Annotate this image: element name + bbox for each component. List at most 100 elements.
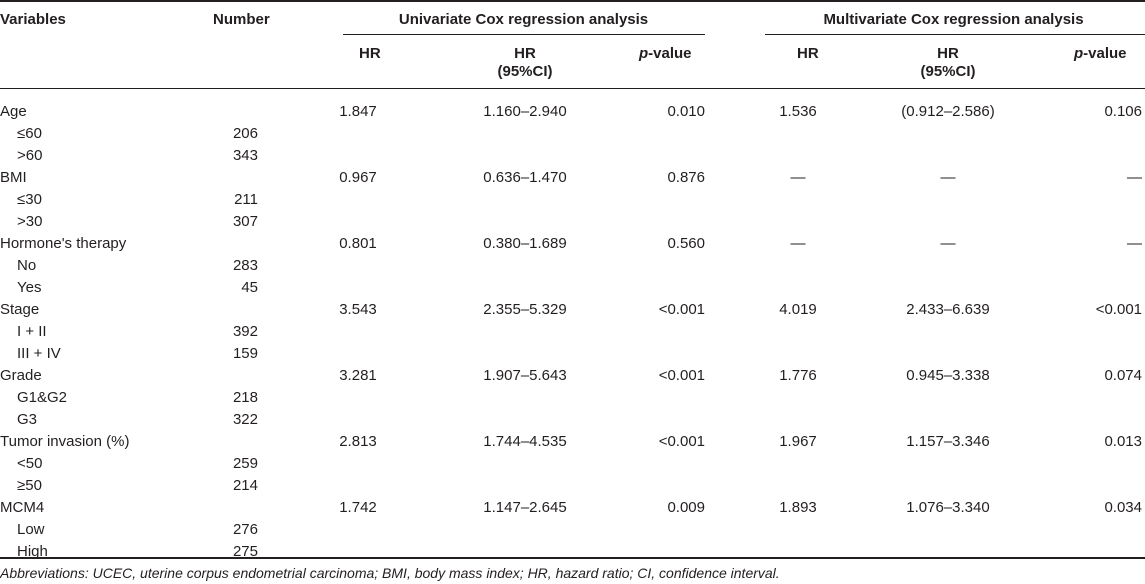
header-multi-hr: HR (797, 45, 819, 62)
cell-mp: 0.106 (1104, 103, 1142, 120)
cell-number: 283 (232, 257, 258, 274)
top-rule (0, 0, 1145, 2)
header-uni-pvalue: p-value (639, 45, 692, 63)
cell-mp: 0.034 (1104, 499, 1142, 516)
cell-label: I + II (17, 323, 47, 340)
cell-number: 214 (232, 477, 258, 494)
cell-up: 0.010 (667, 103, 705, 120)
cell-number: 159 (232, 345, 258, 362)
header-multi-p-rest: -value (1083, 45, 1127, 62)
cell-label: High (17, 543, 48, 560)
cell-up: <0.001 (658, 301, 705, 318)
cell-up: 0.876 (667, 169, 705, 186)
cell-uhr: 0.967 (339, 169, 377, 186)
cell-mhr: 1.776 (779, 367, 817, 384)
cell-mci: (0.912–2.586) (901, 103, 995, 120)
cell-mci: 0.945–3.338 (906, 367, 990, 384)
cell-label: Hormone's therapy (0, 235, 127, 252)
header-uni-p-rest: -value (648, 45, 692, 62)
cell-label: Tumor invasion (%) (0, 433, 130, 450)
cell-up: 0.009 (667, 499, 705, 516)
univariate-group-rule (343, 34, 705, 35)
cell-mhr: 1.967 (779, 433, 817, 450)
cell-uci: 1.907–5.643 (483, 367, 567, 384)
cell-label: ≤60 (17, 125, 42, 142)
cell-number: 307 (232, 213, 258, 230)
cell-label: BMI (0, 169, 27, 186)
header-multi-p-italic: p (1074, 45, 1084, 62)
cell-mp: — (1127, 169, 1142, 186)
cell-uci: 1.160–2.940 (483, 103, 567, 120)
multivariate-group-rule (765, 34, 1145, 35)
cell-uci: 1.147–2.645 (483, 499, 567, 516)
cell-number: 45 (241, 279, 258, 296)
cell-mci: 2.433–6.639 (906, 301, 990, 318)
header-number: Number (213, 11, 270, 28)
cell-mp: 0.013 (1104, 433, 1142, 450)
cell-mhr: 4.019 (779, 301, 817, 318)
cell-number: 218 (232, 389, 258, 406)
cell-label: MCM4 (0, 499, 45, 516)
cell-uhr: 0.801 (339, 235, 377, 252)
header-uni-hr: HR (359, 45, 381, 62)
cell-label: No (17, 257, 37, 274)
cell-mhr: 1.893 (779, 499, 817, 516)
table-footnote: Abbreviations: UCEC, uterine corpus endo… (0, 565, 780, 581)
cell-number: 211 (234, 191, 258, 208)
header-multi-pvalue: p-value (1074, 45, 1127, 63)
cell-uci: 2.355–5.329 (483, 301, 567, 318)
header-uni-p-italic: p (639, 45, 649, 62)
cell-uhr: 3.281 (339, 367, 377, 384)
header-multi-hr-ci-line1: HR (937, 45, 959, 62)
cell-mci: 1.157–3.346 (906, 433, 990, 450)
cell-mhr: — (790, 235, 806, 252)
cell-number: 206 (232, 125, 258, 142)
cell-uci: 0.380–1.689 (483, 235, 567, 252)
cell-label: Low (17, 521, 45, 538)
cell-label: Yes (17, 279, 42, 296)
cell-uhr: 1.847 (339, 103, 377, 120)
cell-label: Grade (0, 367, 42, 384)
cell-number: 392 (232, 323, 258, 340)
cell-uci: 1.744–4.535 (483, 433, 567, 450)
cell-mhr: — (790, 169, 806, 186)
header-uni-hr-ci-line1: HR (514, 45, 536, 62)
header-uni-hr-ci-line2: (95%CI) (497, 63, 553, 80)
cell-number: 322 (232, 411, 258, 428)
cell-number: 259 (232, 455, 258, 472)
header-univariate: Univariate Cox regression analysis (398, 11, 649, 28)
cell-label: <50 (17, 455, 43, 472)
cell-uhr: 1.742 (339, 499, 377, 516)
cell-up: <0.001 (658, 367, 705, 384)
header-rule (0, 88, 1145, 89)
header-multi-hr-ci-line2: (95%CI) (920, 63, 976, 80)
header-multivariate: Multivariate Cox regression analysis (823, 11, 1084, 28)
cell-label: III + IV (17, 345, 61, 362)
cell-number: 343 (232, 147, 258, 164)
cell-label: Age (0, 103, 27, 120)
cell-up: <0.001 (658, 433, 705, 450)
cell-number: 276 (232, 521, 258, 538)
cell-label: G3 (17, 411, 38, 428)
cell-label: ≤30 (17, 191, 42, 208)
header-variables: Variables (0, 11, 66, 28)
cell-label: >60 (17, 147, 43, 164)
cell-mp: — (1127, 235, 1142, 252)
cell-uhr: 3.543 (339, 301, 377, 318)
header-multi-hr-ci: HR (95%CI) (883, 45, 1013, 81)
cell-up: 0.560 (667, 235, 705, 252)
cell-mp: <0.001 (1095, 301, 1142, 318)
cell-label: >30 (17, 213, 43, 230)
cell-mci: 1.076–3.340 (906, 499, 990, 516)
cell-mci: — (940, 169, 956, 186)
cell-uhr: 2.813 (339, 433, 377, 450)
bottom-rule (0, 557, 1145, 559)
cell-label: G1&G2 (17, 389, 68, 406)
cell-mci: — (940, 235, 956, 252)
cell-label: Stage (0, 301, 40, 318)
cell-number: 275 (232, 543, 258, 560)
cell-uci: 0.636–1.470 (483, 169, 567, 186)
cell-mhr: 1.536 (779, 103, 817, 120)
cell-label: ≥50 (17, 477, 42, 494)
